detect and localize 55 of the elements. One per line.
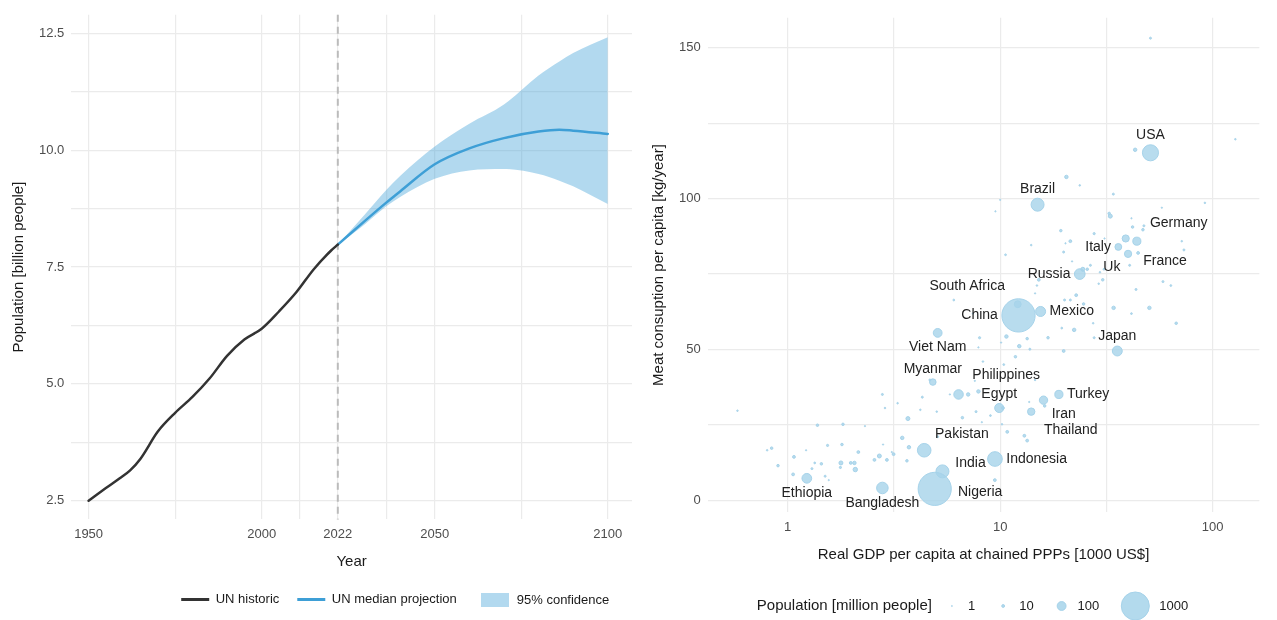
y-tick-label: 12.5 [38,25,65,41]
y-tick-label: 2.5 [46,492,65,508]
annotation: France [1143,252,1188,269]
y-tick-label: 10.0 [38,141,65,157]
legend-label: 1000 [1159,597,1189,613]
annotation: Uk [1103,257,1122,274]
x-tick-label: 2022 [323,525,353,541]
annotation: Viet Nam [909,337,967,354]
annotation: Brazil [1020,179,1056,196]
text: 95% confidence [516,592,610,607]
x-tick-label: 2050 [420,525,450,541]
y-tick-label: 50 [686,341,701,357]
y-tick-label: 7.5 [46,258,65,274]
x-tick-label: 1 [784,518,792,534]
annotation: Germany [1149,213,1208,230]
y-tick-label: 150 [678,39,701,55]
y-tick-label: 100 [678,190,701,206]
y-axis-title: Population [billion people] [9,181,27,353]
annotation: Turkey [1066,385,1110,402]
annotation: Pakistan [934,424,989,441]
legend-title: Population [million people] [756,596,932,614]
annotation: Ethiopia [781,483,833,500]
annotation: USA [1136,126,1166,143]
annotation: Nigeria [957,483,1003,500]
annotation: Italy [1085,237,1111,254]
x-axis-title: Year [336,552,367,570]
legend-label: UN median projection [331,591,457,607]
annotation: Indonesia [1006,449,1068,466]
annotation: Japan [1098,327,1137,344]
annotation: China [961,306,999,323]
legend-label: 1 [967,597,976,613]
annotation: India [955,453,986,470]
x-tick-label: 1950 [74,525,104,541]
x-tick-label: 10 [992,518,1008,534]
line-series [87,243,340,502]
x-tick-label: 100 [1201,518,1224,534]
legend-label: 10 [1019,597,1034,613]
annotation: Bangladesh [845,494,920,511]
annotation: Thailand [1043,420,1098,437]
line-series [336,128,610,246]
y-axis-title: Meat consuption per capita [kg/year] [649,144,667,386]
legend-label: 100 [1077,597,1100,613]
annotation: Mexico [1049,302,1095,319]
annotation: Russia [1027,264,1071,281]
x-axis-title: Real GDP per capita at chained PPPs [1000 US$] [817,545,1150,563]
annotation: Egypt [981,384,1018,401]
annotation: Iran [1051,404,1076,421]
legend-label: UN historic [215,591,280,607]
y-tick-label: 5.0 [46,375,65,391]
annotation: Philippines [972,366,1041,383]
annotation: South Africa [929,277,1006,294]
y-tick-label: 0 [693,491,701,507]
annotation: Myanmar [903,360,963,377]
x-tick-label: 2100 [593,525,623,541]
x-tick-label: 2000 [247,525,277,541]
